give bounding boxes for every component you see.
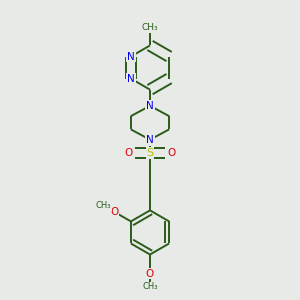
Text: O: O xyxy=(125,148,133,158)
Text: O: O xyxy=(146,269,154,279)
Text: N: N xyxy=(127,74,135,84)
Text: S: S xyxy=(146,148,154,158)
Text: O: O xyxy=(110,207,118,217)
Text: O: O xyxy=(167,148,175,158)
Text: N: N xyxy=(146,101,154,111)
Text: CH₃: CH₃ xyxy=(142,23,158,32)
Text: CH₃: CH₃ xyxy=(96,201,111,210)
Text: CH₃: CH₃ xyxy=(142,282,158,291)
Text: N: N xyxy=(146,135,154,145)
Text: N: N xyxy=(127,52,135,61)
